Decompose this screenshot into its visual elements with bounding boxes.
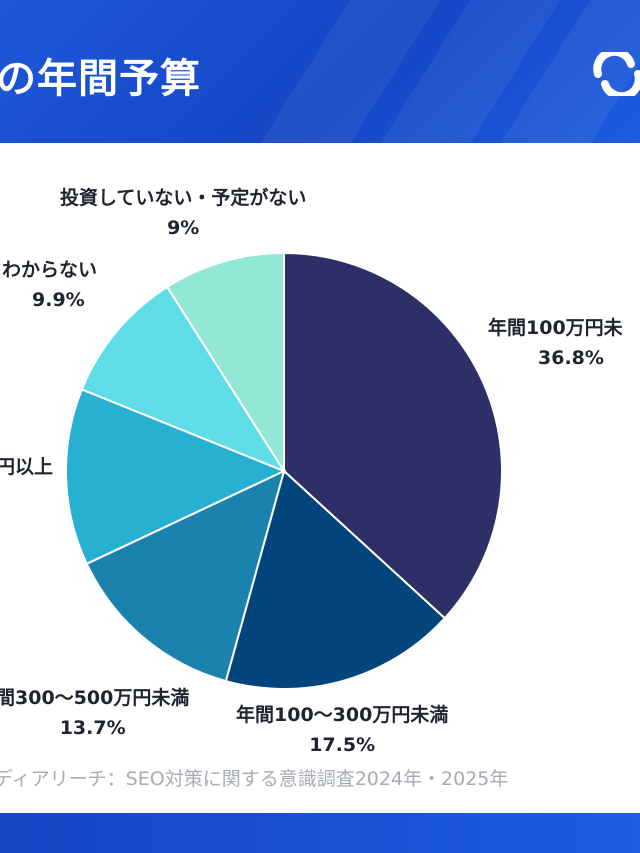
slice-label-0: 年間100万円未 36.8% [488, 313, 623, 373]
slice-label-0-name: 年間100万円未 [488, 317, 623, 339]
slice-label-2-name: 間300〜500万円未満 [0, 687, 190, 709]
pie-chart [65, 251, 503, 690]
slice-label-0-value: 36.8% [538, 347, 604, 369]
slice-label-4-value: 9.9% [32, 289, 85, 311]
header-banner: の年間予算 [0, 0, 640, 143]
slice-label-4: わからない 9.9% [2, 255, 97, 315]
pie-slice-4 [80, 285, 287, 474]
source-caption: ディアリーチ：SEO対策に関する意識調査2024年・2025年 [0, 768, 509, 790]
slice-label-5-name: 投資していない・予定がない [60, 187, 307, 209]
pie-slice-1 [224, 469, 447, 690]
pie-slice-2 [85, 469, 286, 683]
footer-bar [0, 813, 640, 853]
slice-label-1-value: 17.5% [309, 734, 376, 756]
brand-logo-icon [593, 52, 640, 96]
pie-slice-0 [283, 251, 503, 620]
page-title: の年間予算 [0, 56, 201, 102]
slice-label-2-value: 13.7% [59, 717, 126, 739]
slice-label-4-name: わからない [2, 259, 98, 281]
slice-label-1: 年間100〜300万円未満 17.5% [236, 700, 448, 760]
slice-label-3-name: 円以上 [0, 456, 54, 478]
pie-chart-area: 年間100万円未 36.8% 年間100〜300万円未満 17.5% 間300〜… [0, 143, 640, 808]
slice-label-2: 間300〜500万円未満 13.7% [0, 683, 189, 743]
slice-label-3: 円以上 [0, 452, 53, 482]
pie-slice-5 [165, 251, 285, 475]
slice-label-5: 投資していない・予定がない 9% [60, 183, 306, 243]
slice-label-5-value: 9% [167, 217, 200, 239]
pie-slice-3 [65, 388, 287, 566]
slice-label-1-name: 年間100〜300万円未満 [236, 704, 449, 726]
